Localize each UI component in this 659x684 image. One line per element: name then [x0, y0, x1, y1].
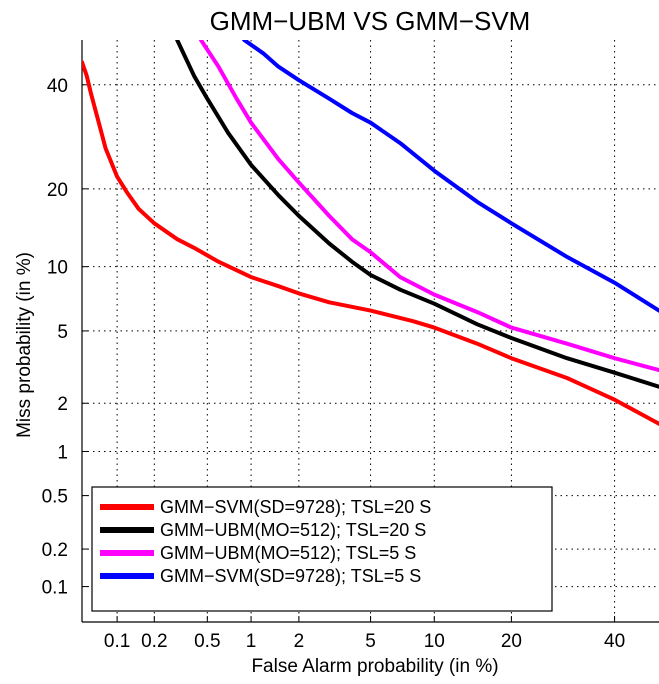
y-tick-label: 1	[57, 442, 68, 463]
legend-label: GMM−UBM(MO=512); TSL=5 S	[160, 543, 416, 563]
y-tick-label: 40	[47, 76, 68, 97]
x-tick-label: 20	[501, 631, 522, 652]
x-tick-label: 0.1	[104, 631, 130, 652]
chart-title: GMM−UBM VS GMM−SVM	[210, 6, 531, 36]
x-axis-label: False Alarm probability (in %)	[251, 656, 498, 677]
y-tick-label: 20	[47, 180, 68, 201]
legend-box	[91, 486, 553, 612]
x-tick-label: 0.2	[141, 631, 167, 652]
y-tick-label: 5	[57, 322, 68, 343]
x-tick-label: 0.5	[194, 631, 220, 652]
y-tick-label: 0.1	[42, 578, 68, 599]
y-tick-label: 10	[47, 258, 68, 279]
series-lines	[82, 40, 659, 426]
axes: 0.1 0.2 0.5 1 2 5 10 20 40 0.1 0.2 0.5 1 2 5 10 20 40	[42, 40, 659, 652]
y-tick-label: 2	[57, 394, 68, 415]
x-tick-label: 1	[246, 631, 257, 652]
legend-label: GMM−SVM(SD=9728); TSL=20 S	[160, 497, 431, 517]
series-line-2	[175, 40, 659, 389]
y-tick-label: 0.2	[42, 540, 68, 561]
legend: GMM−SVM(SD=9728); TSL=20 S GMM−UBM(MO=512…	[91, 486, 553, 612]
series-line-1	[82, 60, 659, 426]
y-tick-label: 0.5	[42, 487, 68, 508]
x-tick-label: 40	[604, 631, 625, 652]
legend-label: GMM−UBM(MO=512); TSL=20 S	[160, 520, 426, 540]
y-axis-label: Miss probability (in %)	[14, 252, 35, 438]
series-line-4	[242, 40, 659, 313]
x-tick-label: 5	[365, 631, 376, 652]
x-tick-label: 10	[424, 631, 445, 652]
x-tick-label: 2	[294, 631, 305, 652]
series-line-3	[199, 40, 659, 373]
legend-label: GMM−SVM(SD=9728); TSL=5 S	[160, 566, 421, 586]
